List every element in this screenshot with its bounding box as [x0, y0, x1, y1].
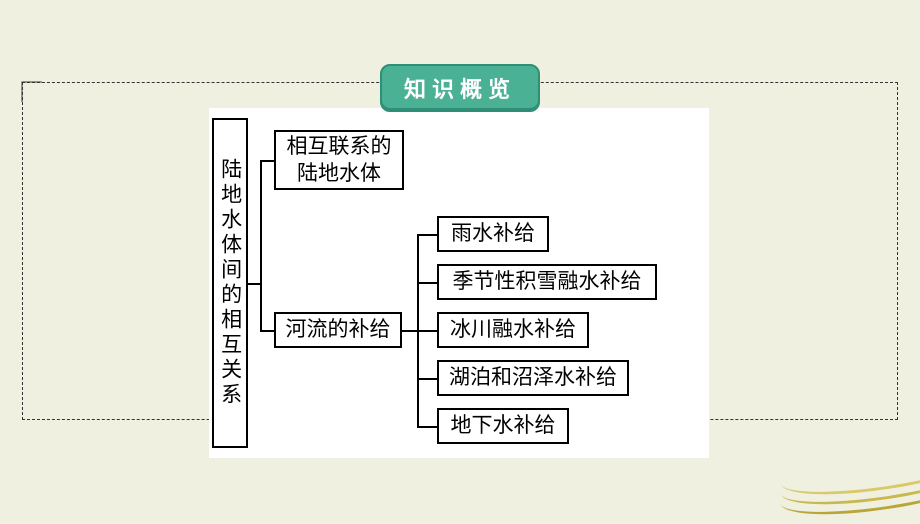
node-branch-1: 相互联系的陆地水体 — [274, 130, 404, 190]
node-branch-1-label: 相互联系的陆地水体 — [286, 133, 392, 188]
title-badge: 知识概览 — [380, 64, 540, 112]
connector — [417, 378, 437, 380]
node-leaf: 湖泊和沼泽水补给 — [437, 360, 629, 396]
connector — [417, 426, 437, 428]
connector — [260, 160, 262, 330]
node-leaf: 季节性积雪融水补给 — [437, 264, 657, 300]
connector — [417, 282, 437, 284]
node-leaf: 雨水补给 — [437, 216, 549, 252]
node-branch-2-label: 河流的补给 — [286, 317, 391, 342]
connector — [260, 330, 274, 332]
node-leaf: 地下水补给 — [437, 408, 569, 444]
title-text: 知识概览 — [404, 77, 516, 102]
corner-decoration — [800, 448, 920, 518]
connector — [260, 160, 274, 162]
connector — [248, 283, 260, 285]
corner-tick — [14, 74, 50, 110]
node-root-label: 陆地水体间的相互关系 — [217, 158, 242, 408]
hierarchy-diagram: 陆地水体间的相互关系 相互联系的陆地水体 河流的补给 雨水补给季节性积雪融水补给… — [209, 108, 709, 458]
node-leaf: 冰川融水补给 — [437, 312, 589, 348]
connector — [402, 330, 417, 332]
node-root: 陆地水体间的相互关系 — [212, 118, 248, 448]
connector — [417, 330, 437, 332]
connector — [417, 234, 437, 236]
node-branch-2: 河流的补给 — [274, 312, 402, 348]
